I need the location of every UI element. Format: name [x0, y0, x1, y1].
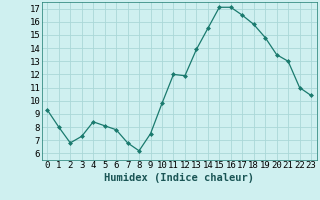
X-axis label: Humidex (Indice chaleur): Humidex (Indice chaleur)	[104, 173, 254, 183]
